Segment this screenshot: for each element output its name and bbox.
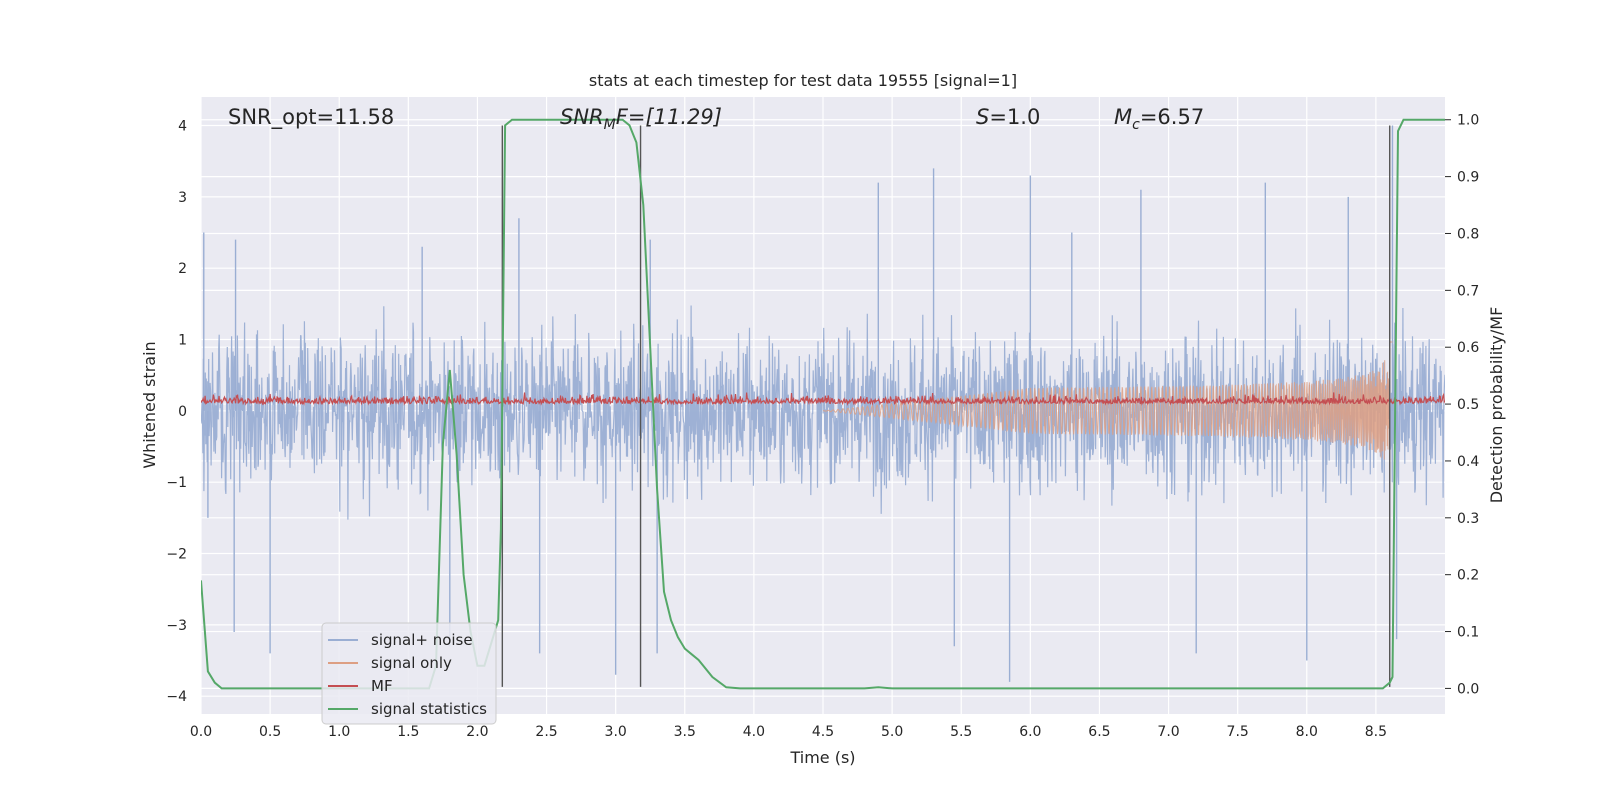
y-left-tick-label: −2 xyxy=(166,547,187,563)
x-tick-label: 4.0 xyxy=(743,724,765,740)
chart-title: stats at each timestep for test data 195… xyxy=(589,71,1017,90)
mc-value: =6.57 xyxy=(1140,105,1204,129)
y-right-axis-ticks: 1.0 0.9 0.8 0.7 0.6 0.5 0.4 0.3 0.2 0.1 0.0 xyxy=(1445,113,1479,697)
y-left-tick-label: −1 xyxy=(166,475,187,491)
x-tick-label: 7.5 xyxy=(1227,724,1249,740)
mc-subscript: c xyxy=(1132,117,1140,133)
x-tick-label: 5.0 xyxy=(881,724,903,740)
y-left-tick-label: 4 xyxy=(178,119,187,135)
legend-label-signal-noise: signal+ noise xyxy=(371,631,473,649)
s-symbol: S xyxy=(976,105,989,129)
y-right-axis-label: Detection probability/MF xyxy=(1487,307,1506,504)
x-tick-label: 0.0 xyxy=(190,724,212,740)
s-annotation: S=1.0 xyxy=(976,105,1040,129)
y-left-tick-label: 1 xyxy=(178,333,187,349)
y-right-tick-label: 0.6 xyxy=(1457,340,1479,356)
y-right-tick-label: 0.0 xyxy=(1457,681,1479,697)
snr-opt-annotation: SNR_opt=11.58 xyxy=(228,105,394,130)
y-left-tick-label: −3 xyxy=(166,618,187,634)
x-tick-label: 6.5 xyxy=(1088,724,1110,740)
y-right-tick-label: 0.3 xyxy=(1457,511,1479,527)
x-tick-label: 1.0 xyxy=(328,724,350,740)
legend-label-signal-only: signal only xyxy=(371,654,452,672)
x-tick-label: 5.5 xyxy=(950,724,972,740)
legend-box xyxy=(321,622,497,725)
y-right-tick-label: 1.0 xyxy=(1457,113,1479,129)
s-value: =1.0 xyxy=(989,105,1040,129)
snr-mf-symbol: SNR xyxy=(560,105,604,129)
legend-label-signal-statistics: signal statistics xyxy=(371,700,487,718)
mc-symbol: M xyxy=(1114,105,1132,129)
x-tick-label: 6.0 xyxy=(1019,724,1041,740)
y-right-tick-label: 0.1 xyxy=(1457,625,1479,641)
y-left-axis-ticks: 4 3 2 1 0 −1 −2 −3 −4 xyxy=(166,119,187,706)
y-right-tick-label: 0.5 xyxy=(1457,397,1479,413)
legend-label-mf: MF xyxy=(371,677,393,695)
x-tick-label: 7.0 xyxy=(1157,724,1179,740)
y-right-tick-label: 0.4 xyxy=(1457,454,1479,470)
y-right-tick-label: 0.2 xyxy=(1457,568,1479,584)
x-tick-label: 2.0 xyxy=(466,724,488,740)
x-tick-label: 1.5 xyxy=(397,724,419,740)
x-axis-ticks: 0.0 0.5 1.0 1.5 2.0 2.5 3.0 3.5 4.0 4.5 5.0 5.5 6.0 6… xyxy=(190,724,1387,740)
snr-mf-annotation: SNRMF=[11.29] xyxy=(560,105,722,133)
x-tick-label: 4.5 xyxy=(812,724,834,740)
y-left-tick-label: −4 xyxy=(166,689,187,705)
y-left-tick-label: 3 xyxy=(178,190,187,206)
x-tick-label: 2.5 xyxy=(535,724,557,740)
y-right-tick-label: 0.9 xyxy=(1457,170,1479,186)
snr-mf-subscript: M xyxy=(604,117,616,133)
x-tick-label: 3.5 xyxy=(674,724,696,740)
y-left-axis-label: Whitened strain xyxy=(140,341,159,468)
y-left-tick-label: 2 xyxy=(178,261,187,277)
x-axis-label: Time (s) xyxy=(789,748,855,767)
x-tick-label: 8.5 xyxy=(1365,724,1387,740)
y-left-tick-label: 0 xyxy=(178,404,187,420)
series-mf-line xyxy=(201,392,1445,406)
x-tick-label: 0.5 xyxy=(259,724,281,740)
mc-annotation: Mc=6.57 xyxy=(1114,105,1204,133)
x-tick-label: 3.0 xyxy=(605,724,627,740)
y-right-tick-label: 0.8 xyxy=(1457,226,1479,242)
x-tick-label: 8.0 xyxy=(1296,724,1318,740)
y-right-tick-label: 0.7 xyxy=(1457,283,1479,299)
snr-mf-value: F=[11.29] xyxy=(616,105,722,129)
legend: signal+ noise signal only MF signal stat… xyxy=(321,622,497,725)
